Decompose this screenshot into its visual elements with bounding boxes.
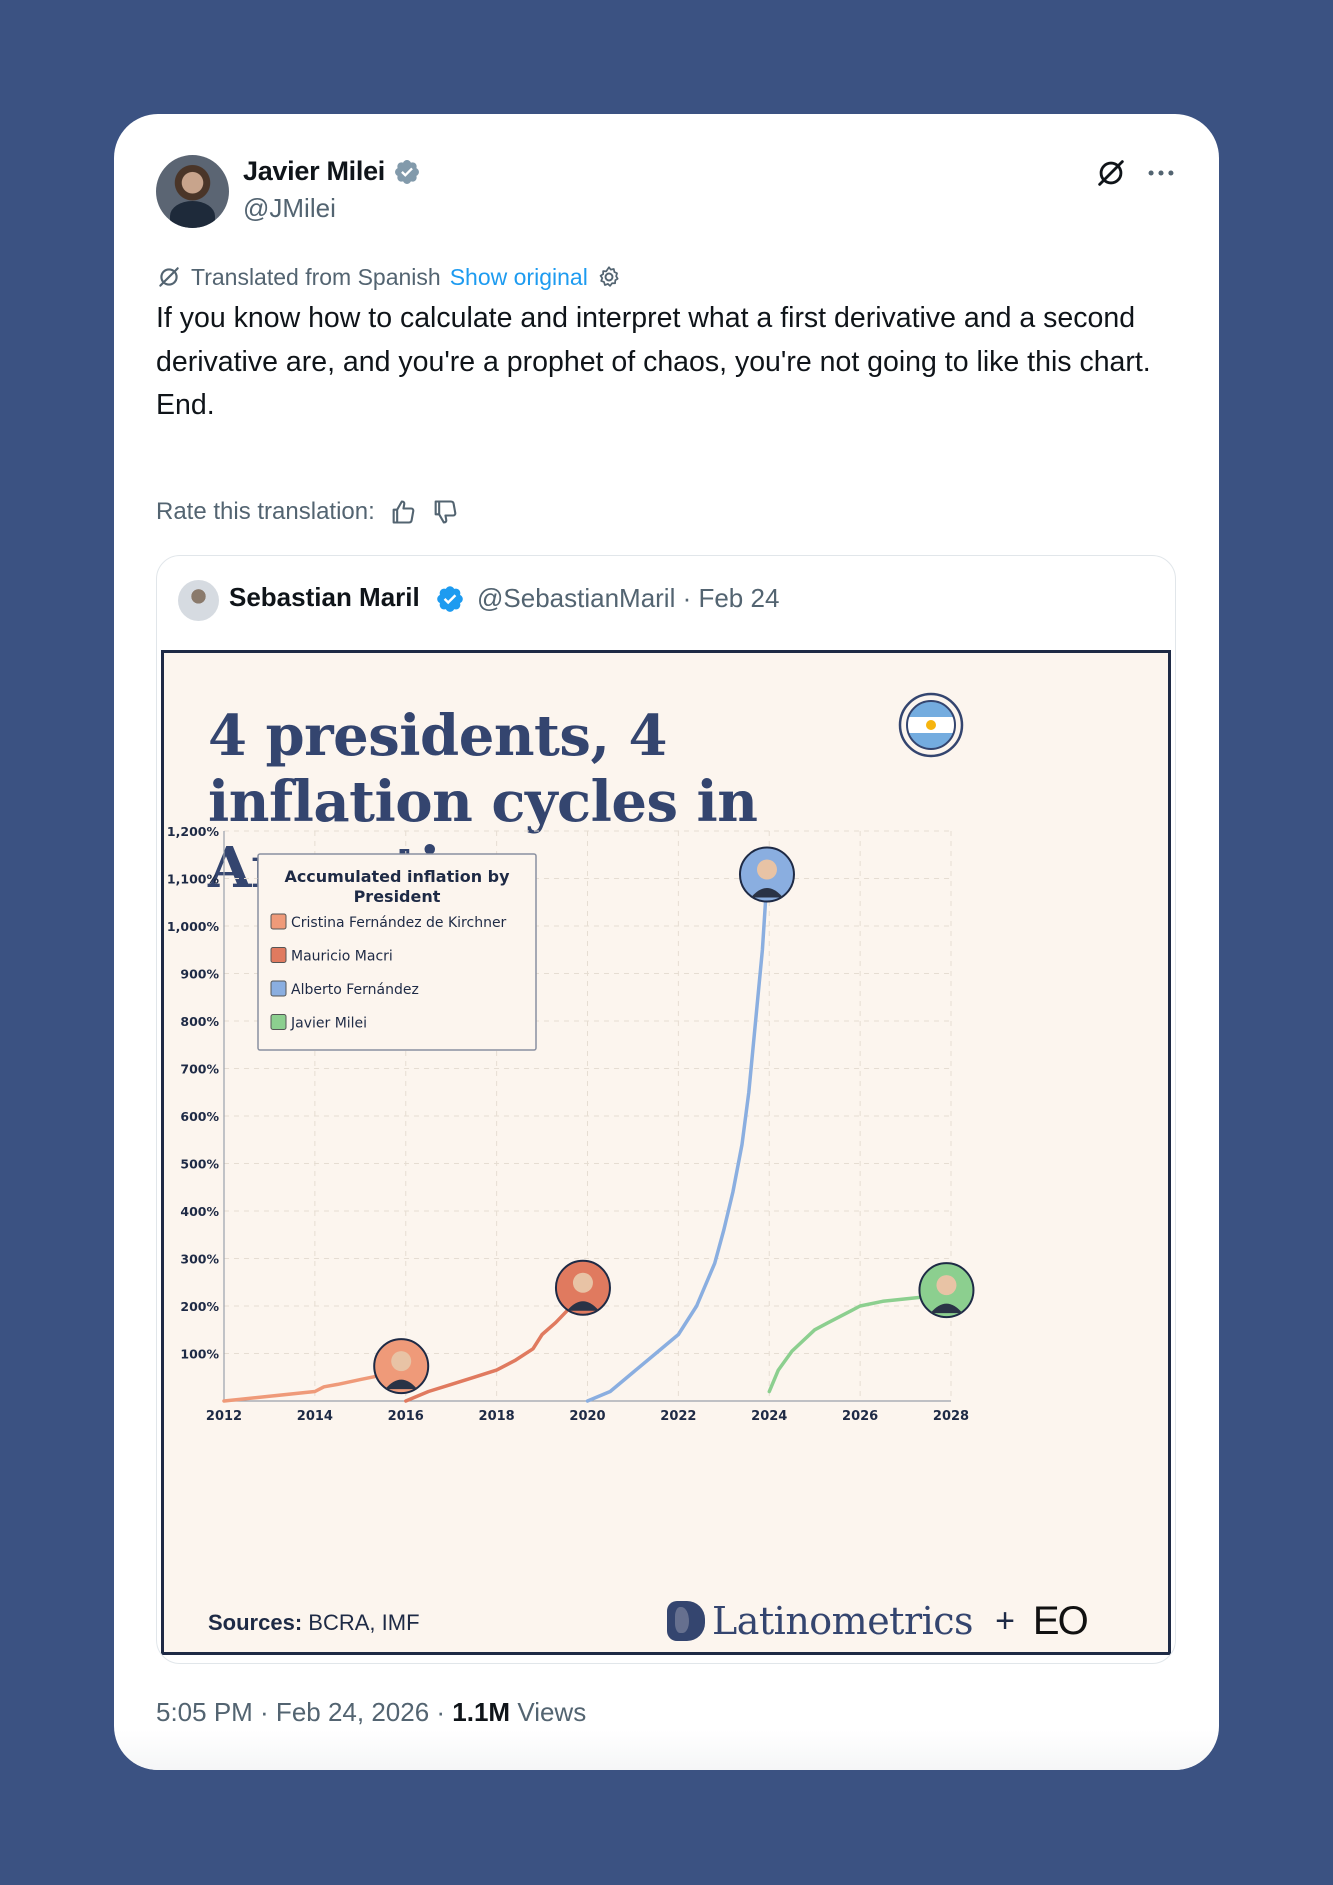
y-tick-label: 900% [180,967,219,982]
bottom-fade [114,1730,1219,1770]
author-name[interactable]: Javier Milei [243,156,385,186]
chart-sources: Sources: BCRA, IMF [208,1610,420,1636]
portrait-body [566,1301,599,1311]
tweet-footer: 5:05 PM · Feb 24, 2026 · 1.1M Views [156,1697,586,1728]
y-tick-label: 1,200% [167,824,220,839]
legend-entry: Cristina Fernández de Kirchner [291,915,507,931]
rate-label: Rate this translation: [156,498,375,525]
portrait-body [385,1379,418,1390]
x-tick-label: 2020 [569,1409,605,1424]
chart-image[interactable]: 4 presidents, 4 inflation cycles in Arge… [161,650,1171,1655]
y-tick-label: 600% [180,1109,219,1124]
grok-icon[interactable] [1094,156,1128,190]
latinometrics-logo-icon [667,1601,705,1641]
portrait-face [936,1275,957,1296]
portrait-face [756,859,777,880]
y-tick-label: 800% [180,1014,219,1029]
x-tick-label: 2026 [842,1409,878,1424]
quoted-author-name[interactable]: Sebastian Maril [229,582,420,612]
x-tick-label: 2014 [297,1409,333,1424]
tweet-text: If you know how to calculate and interpr… [156,302,1151,421]
legend-swatch [270,1014,287,1030]
portrait-face [572,1272,593,1293]
quoted-meta: @SebastianMaril · Feb 24 [477,583,780,613]
portrait-body [930,1303,963,1314]
brand-name: Latinometrics [712,1599,974,1643]
brand-logo: Latinometrics + EO [667,1597,1089,1645]
rate-translation: Rate this translation: [156,494,459,530]
more-icon[interactable] [1144,156,1178,190]
translated-label: Translated from Spanish [191,263,441,290]
views-count: 1.1M [452,1697,511,1727]
y-tick-label: 500% [180,1157,219,1172]
quoted-author-avatar[interactable] [178,580,219,621]
translate-icon [159,267,179,287]
legend-swatch [270,947,287,963]
portrait-face [391,1351,412,1372]
verified-badge-icon [395,160,419,184]
sources-label: Sources: [208,1610,303,1635]
series-line [767,1292,949,1394]
flag-sun [926,720,936,730]
x-tick-label: 2022 [660,1409,696,1424]
sources-value: BCRA, IMF [308,1610,420,1635]
x-tick-label: 2018 [479,1409,515,1424]
author-handle[interactable]: @JMilei [243,193,336,223]
legend-entry: Mauricio Macri [291,949,393,965]
y-tick-label: 1,100% [167,872,220,887]
x-tick-label: 2016 [388,1409,424,1424]
legend-entry: Alberto Fernández [291,982,419,998]
legend-box [257,853,537,1051]
thumbs-up-icon[interactable] [389,498,417,526]
flag-border [906,700,956,750]
legend-swatch [270,913,287,930]
verified-badge-icon [437,586,463,612]
legend-title-line: Accumulated inflation by [284,867,510,886]
thumbs-down-icon[interactable] [431,498,459,526]
tweet-time[interactable]: 5:05 PM · Feb 24, 2026 · [156,1697,453,1727]
y-tick-label: 1,000% [167,919,220,934]
show-original-link[interactable]: Show original [449,263,588,290]
brand-partner: EO [1032,1598,1089,1643]
x-tick-label: 2024 [751,1409,787,1424]
inflation-chart: 2012 2014 2016 2018 2020 2022 2024 2026 2028 100%… [167,692,975,1424]
translation-notice: Translated from Spanish Show original [156,260,631,294]
refresh-ring [898,692,964,758]
legend-title-line: President [354,887,441,906]
legend-swatch [270,980,287,997]
tweet-card: Javier Milei @JMilei Translated from Spa… [114,114,1219,1770]
views-label: Views [510,1697,587,1727]
gear-icon[interactable] [596,264,622,290]
quoted-tweet[interactable]: Sebastian Maril @SebastianMaril · Feb 24… [156,555,1176,1664]
y-tick-label: 300% [180,1252,219,1267]
portrait-body [750,888,783,898]
y-tick-label: 700% [180,1062,219,1077]
series-line [404,1290,585,1403]
y-tick-label: 400% [180,1204,219,1219]
y-tick-label: 100% [180,1347,219,1362]
series-line [585,876,769,1403]
author-avatar[interactable] [156,155,229,228]
y-tick-label: 200% [180,1299,219,1314]
brand-plus: + [995,1601,1015,1640]
x-tick-label: 2012 [206,1409,242,1424]
x-tick-label: 2028 [933,1409,969,1424]
legend-entry: Javier Milei [290,1016,367,1032]
